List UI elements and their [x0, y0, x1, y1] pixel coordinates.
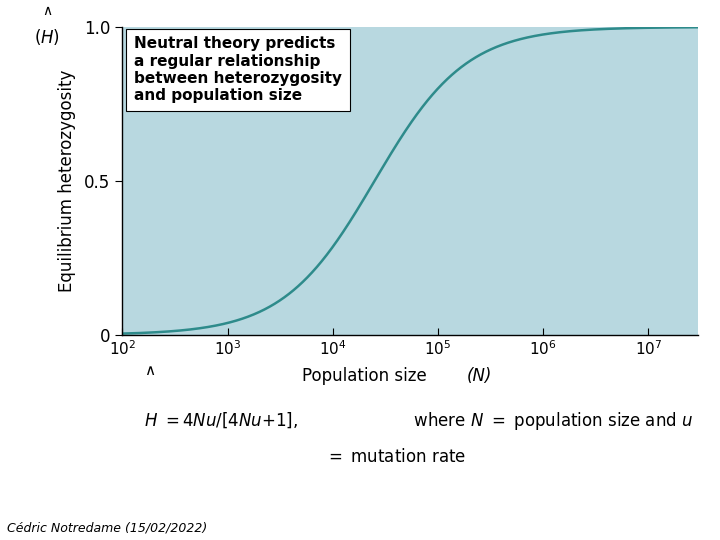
Text: (N): (N) [467, 367, 492, 385]
Text: $\wedge$: $\wedge$ [42, 4, 53, 18]
Y-axis label: Equilibrium heterozygosity: Equilibrium heterozygosity [58, 70, 76, 292]
Text: $\mathit{H}$ $= 4\mathit{Nu}/[4\mathit{Nu}$$+ 1],$: $\mathit{H}$ $= 4\mathit{Nu}/[4\mathit{N… [144, 410, 298, 430]
Text: Neutral theory predicts
a regular relationship
between heterozygosity
and popula: Neutral theory predicts a regular relati… [134, 36, 342, 104]
Text: Population size: Population size [302, 367, 427, 385]
Text: Cédric Notredame (15/02/2022): Cédric Notredame (15/02/2022) [7, 522, 207, 535]
Text: where $\mathit{N}$ $=$ population size and $\mathit{u}$: where $\mathit{N}$ $=$ population size a… [403, 410, 693, 433]
Text: $\wedge$: $\wedge$ [144, 363, 156, 378]
Text: $=$ mutation rate: $=$ mutation rate [325, 448, 467, 466]
Text: $\mathit{(H)}$: $\mathit{(H)}$ [35, 27, 60, 47]
